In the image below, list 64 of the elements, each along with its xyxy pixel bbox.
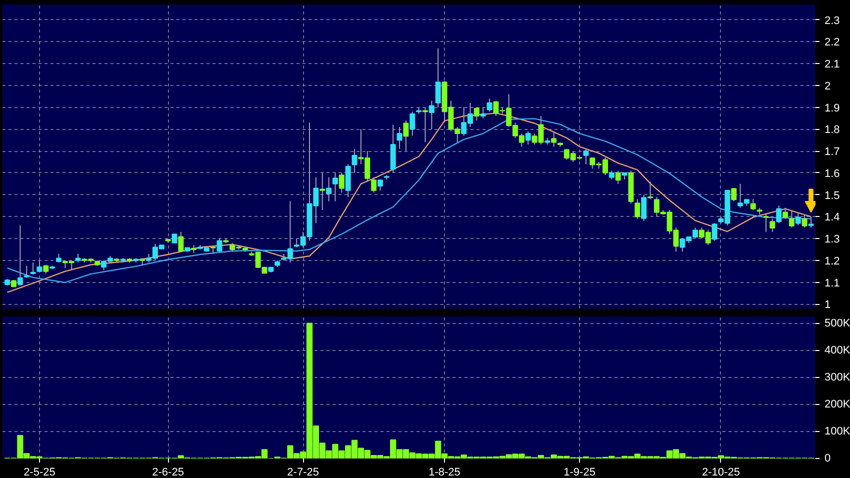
y-tick-label: 1 (824, 299, 831, 312)
y-tick-label: 2.2 (824, 36, 840, 49)
candlestick (332, 172, 338, 202)
x-tick-label: 2-10-25 (702, 466, 740, 478)
candlestick (551, 130, 557, 148)
y-tick-label: 1.3 (824, 234, 840, 246)
candlestick (525, 130, 531, 145)
x-tick-label: 2-6-25 (152, 466, 184, 478)
x-tick-label: 2-5-25 (24, 466, 56, 478)
candlestick (396, 126, 402, 150)
y-tick-label: 400K (824, 344, 850, 356)
candlestick (320, 172, 326, 211)
candlestick (802, 214, 808, 228)
candlestick (371, 176, 377, 194)
y-tick-label: 500K (824, 317, 850, 330)
candlestick (782, 207, 788, 220)
candlestick (795, 212, 801, 226)
candlestick (770, 218, 776, 232)
candlestick (30, 262, 36, 276)
y-tick-label: 1.6 (824, 168, 840, 180)
x-tick-label: 2-7-25 (287, 466, 319, 478)
y-tick-label: 0 (824, 452, 831, 464)
y-tick-label: 1.2 (824, 255, 840, 268)
candlestick (17, 224, 23, 286)
y-tick-label: 300K (824, 371, 850, 384)
candlestick (428, 100, 434, 130)
candlestick (480, 106, 486, 119)
candlestick (486, 98, 492, 112)
candlestick (403, 120, 409, 152)
candlestick (648, 181, 654, 200)
y-tick-label: 2 (824, 80, 831, 92)
y-tick-label: 1.5 (824, 190, 840, 202)
candlestick (731, 188, 737, 202)
y-tick-label: 1.4 (824, 212, 840, 224)
candlestick (36, 260, 42, 273)
x-tick-label: 1-8-25 (428, 466, 460, 478)
y-tick-label: 1.1 (824, 277, 840, 290)
y-tick-label: 200K (824, 398, 850, 410)
candlestick (216, 238, 222, 252)
candlestick (641, 194, 647, 222)
candlestick (410, 111, 416, 136)
y-tick-label: 1.9 (824, 102, 840, 114)
candlestick (338, 172, 344, 194)
candlestick (352, 148, 358, 174)
candlestick (24, 265, 30, 278)
y-tick-label: 100K (824, 425, 850, 438)
candlestick (776, 205, 782, 224)
candlestick (634, 198, 640, 220)
y-tick-label: 1.7 (824, 146, 840, 158)
candlestick (326, 176, 332, 202)
candlestick (474, 106, 480, 121)
candlestick (178, 231, 184, 252)
y-tick-label: 1.8 (824, 124, 840, 136)
candlestick (788, 210, 794, 228)
y-tick-label: 2.1 (824, 58, 840, 71)
x-tick-label: 1-9-25 (564, 466, 596, 478)
candlestick (583, 148, 589, 165)
candlestick (763, 214, 769, 232)
candlestick (712, 222, 718, 242)
candlestick (750, 198, 756, 211)
y-tick-label: 2.3 (824, 14, 840, 27)
candlestick (615, 170, 621, 184)
candlestick (808, 216, 814, 228)
candlestick (435, 48, 441, 108)
